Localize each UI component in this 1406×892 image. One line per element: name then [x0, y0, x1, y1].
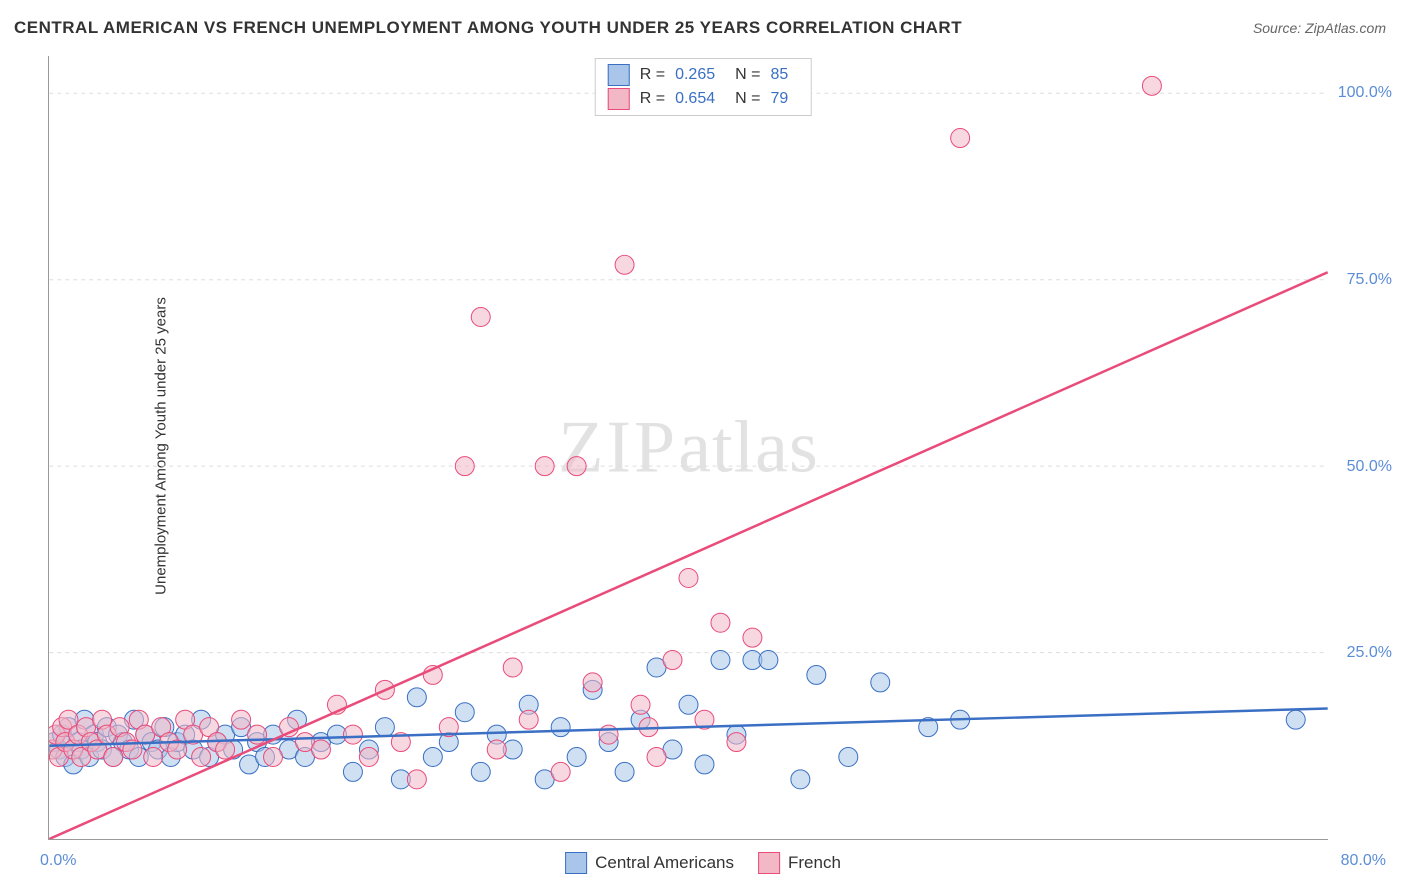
r-value-french: 0.654	[675, 90, 715, 108]
correlation-chart: CENTRAL AMERICAN VS FRENCH UNEMPLOYMENT …	[0, 0, 1406, 892]
y-tick-label: 75.0%	[1347, 271, 1392, 289]
source-attribution: Source: ZipAtlas.com	[1253, 20, 1386, 36]
legend-row-central: R = 0.265 N = 85	[608, 63, 799, 87]
legend-item-french: French	[758, 852, 841, 874]
swatch-french-icon	[758, 852, 780, 874]
swatch-french	[608, 88, 630, 110]
swatch-central	[608, 64, 630, 86]
x-tick-max: 80.0%	[1341, 852, 1386, 870]
n-value-french: 79	[770, 90, 788, 108]
chart-title: CENTRAL AMERICAN VS FRENCH UNEMPLOYMENT …	[14, 18, 962, 38]
legend-row-french: R = 0.654 N = 79	[608, 87, 799, 111]
n-value-central: 85	[770, 66, 788, 84]
y-tick-label: 25.0%	[1347, 644, 1392, 662]
series-legend: Central Americans French	[565, 852, 841, 874]
y-tick-label: 100.0%	[1338, 84, 1392, 102]
scatter-svg	[49, 56, 1328, 839]
r-value-central: 0.265	[675, 66, 715, 84]
legend-label-french: French	[788, 853, 841, 873]
correlation-legend: R = 0.265 N = 85 R = 0.654 N = 79	[595, 58, 812, 116]
legend-item-central: Central Americans	[565, 852, 734, 874]
plot-area: ZIPatlas	[48, 56, 1328, 840]
legend-label-central: Central Americans	[595, 853, 734, 873]
x-tick-min: 0.0%	[40, 852, 76, 870]
swatch-central-icon	[565, 852, 587, 874]
y-tick-label: 50.0%	[1347, 458, 1392, 476]
